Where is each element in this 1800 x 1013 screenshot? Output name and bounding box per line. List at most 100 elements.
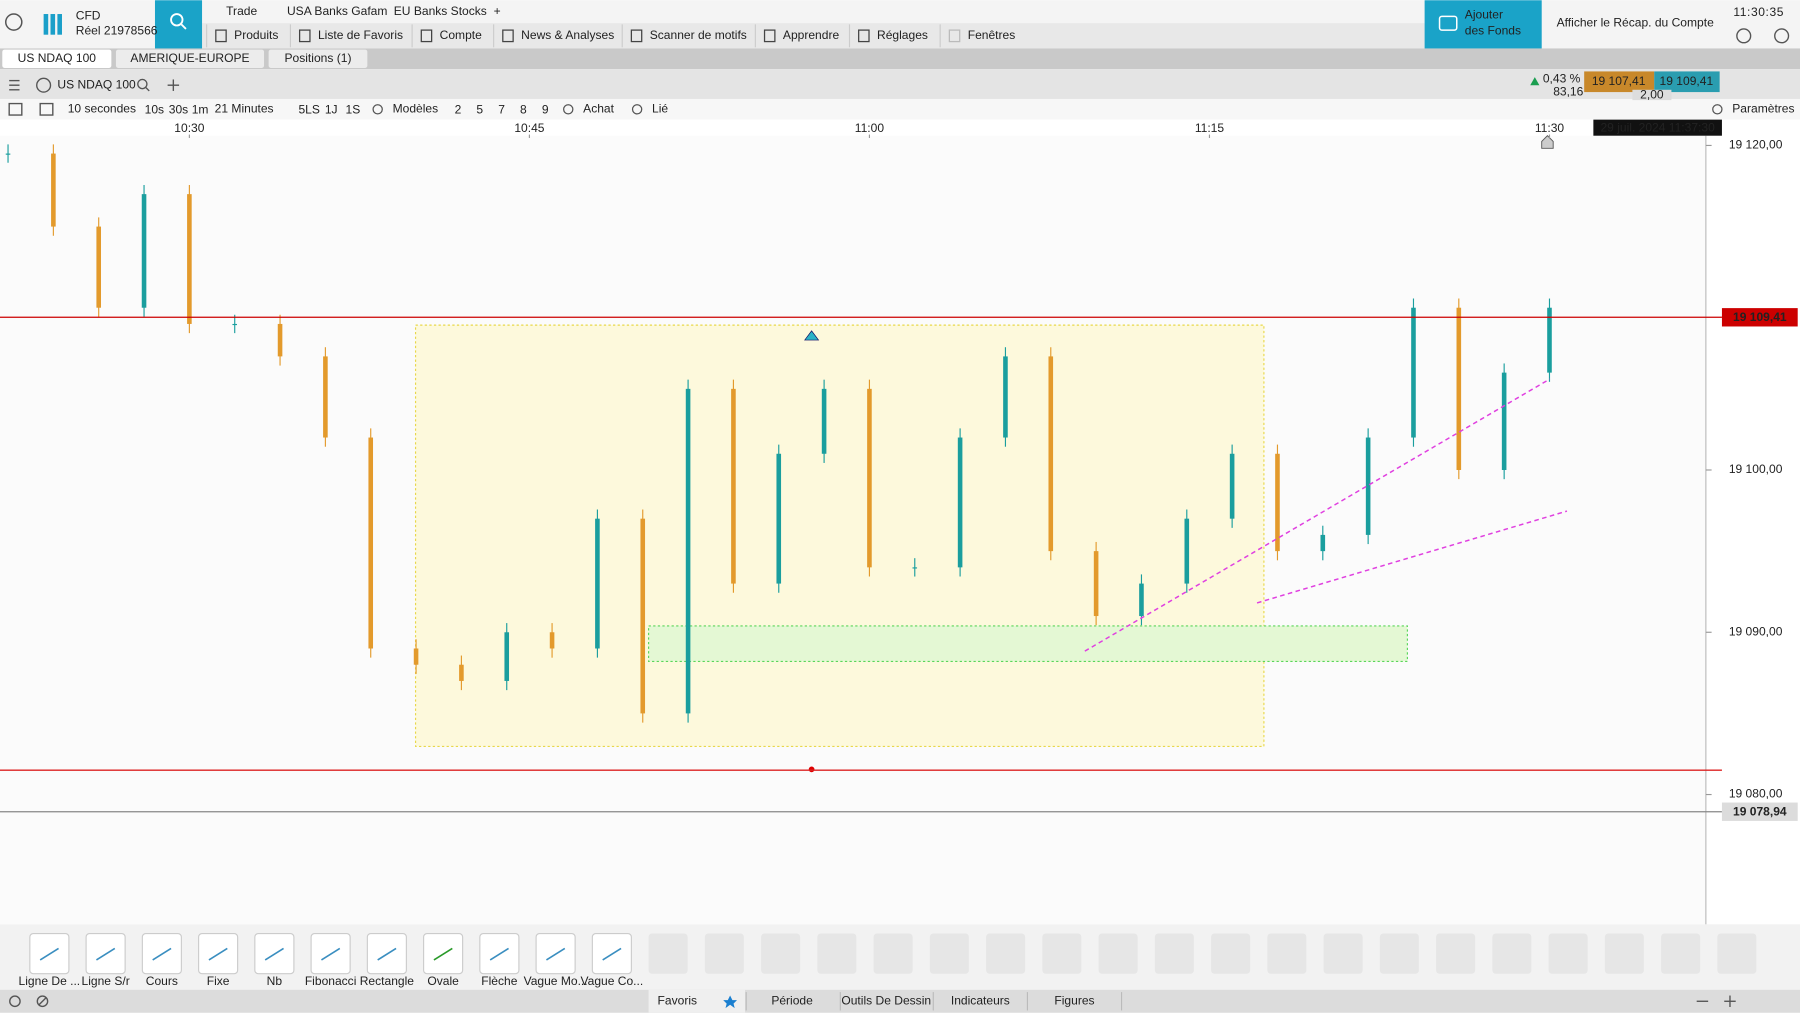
candle-body [1547, 307, 1552, 373]
active-bottom-tab [648, 989, 746, 1013]
bid-box[interactable] [1584, 71, 1655, 93]
marker[interactable] [808, 766, 815, 773]
candle-body [1184, 518, 1190, 584]
candle-body [277, 323, 283, 357]
menu-icon [298, 29, 311, 43]
account-number: Réel 21978566 [76, 23, 158, 37]
settings-icon [1712, 104, 1723, 115]
price-axis [1705, 119, 1800, 925]
tool-label[interactable]: Cours [146, 974, 178, 988]
menu-item[interactable]: News & Analyses [521, 28, 614, 42]
template-slot[interactable]: 8 [520, 103, 527, 117]
add-funds-label[interactable]: des Fonds [1465, 23, 1521, 37]
add-funds-button[interactable] [1424, 0, 1542, 49]
bottom-bar [0, 989, 1800, 1013]
menu-icon [420, 29, 433, 43]
account-summary[interactable]: Afficher le Récap. du Compte [1557, 15, 1714, 29]
tool-icon [208, 947, 228, 961]
bid[interactable]: 19 107,41 [1592, 74, 1646, 88]
window-tab[interactable] [115, 49, 265, 68]
candle-body [1456, 307, 1462, 470]
bottom-tab[interactable]: Outils De Dessin [841, 993, 931, 1007]
candle-body [867, 388, 872, 568]
rectangle-drawing[interactable] [414, 324, 1265, 747]
empty-tool-slot [986, 933, 1026, 974]
range-button[interactable]: 1S [346, 103, 361, 117]
interval-button[interactable]: 1m [192, 103, 209, 117]
tool-label[interactable]: Flèche [481, 974, 517, 988]
menu-item[interactable]: Réglages [877, 28, 928, 42]
template-slot[interactable]: 2 [455, 103, 462, 117]
x-tick-label: 11:00 [855, 121, 885, 135]
range-button[interactable]: 5LS [298, 103, 319, 117]
template-slot[interactable]: 5 [476, 103, 483, 117]
rectangle-drawing[interactable] [648, 625, 1408, 663]
star-icon[interactable] [723, 995, 737, 1009]
settings-button[interactable]: Paramètres [1732, 101, 1794, 115]
user-icon[interactable] [4, 13, 23, 31]
window-tab-label[interactable]: AMERIQUE-EUROPE [130, 51, 249, 65]
linked-button[interactable]: Lié [652, 101, 668, 115]
candle-body [5, 153, 11, 155]
tool-label[interactable]: Ligne De ... [19, 974, 81, 988]
range-select[interactable]: 21 Minutes [215, 101, 274, 115]
templates-button[interactable]: Modèles [393, 101, 439, 115]
empty-tool-slot [1211, 933, 1251, 974]
interval-button[interactable]: 30s [169, 103, 188, 117]
template-slot[interactable]: 9 [542, 103, 549, 117]
tool-label[interactable]: Rectangle [360, 974, 415, 988]
workspace-tab[interactable]: Trade [226, 4, 257, 18]
ask-box[interactable] [1654, 71, 1720, 93]
interval-select[interactable]: 10 secondes [68, 101, 136, 115]
window-tab-label[interactable]: Positions (1) [285, 51, 352, 65]
header-icons [8, 28, 1790, 116]
menu-item[interactable]: Produits [234, 28, 278, 42]
tool-label[interactable]: Vague Co... [580, 974, 643, 988]
window-tab[interactable] [2, 49, 112, 68]
wallet-icon [1438, 15, 1458, 31]
tool-icon [264, 947, 284, 961]
bottom-tab[interactable]: Favoris [658, 993, 698, 1007]
trend-line[interactable] [1256, 510, 1568, 604]
bottom-tab[interactable]: Indicateurs [951, 993, 1010, 1007]
bottom-tab[interactable]: Figures [1054, 993, 1094, 1007]
home-marker[interactable] [1541, 135, 1554, 149]
tool-label[interactable]: Nb [267, 974, 283, 988]
ask[interactable]: 19 109,41 [1660, 74, 1714, 88]
order-button[interactable]: Achat [583, 101, 614, 115]
marker[interactable] [804, 330, 820, 341]
candle-body [413, 648, 419, 665]
menu-item[interactable]: Apprendre [783, 28, 840, 42]
price-label: 19 078,94 [1733, 805, 1787, 819]
clock: 11:30:35 [1733, 5, 1784, 19]
tool-label[interactable]: Vague Mo... [524, 974, 588, 988]
menu-item[interactable]: Fenêtres [968, 28, 1016, 42]
tool-label[interactable]: Fixe [207, 974, 230, 988]
candle-body [821, 388, 827, 454]
tool-label[interactable]: Ovale [427, 974, 459, 988]
tool-icon [546, 947, 566, 961]
workspace-tab[interactable]: EU Banks Stocks [394, 4, 487, 18]
menu-bar [202, 23, 1425, 49]
trend-line[interactable] [1084, 378, 1551, 652]
y-tick-label: 19 120,00 [1729, 138, 1783, 152]
window-tab[interactable] [268, 49, 368, 68]
tool-label[interactable]: Fibonacci [305, 974, 357, 988]
menu-item[interactable]: Liste de Favoris [318, 28, 403, 42]
interval-button[interactable]: 10s [145, 103, 164, 117]
add-funds-label[interactable]: Ajouter [1465, 7, 1503, 21]
menu-item[interactable]: Compte [440, 28, 482, 42]
template-slot[interactable]: 7 [498, 103, 505, 117]
candle-body [141, 194, 147, 308]
tool-label[interactable]: Ligne S/r [82, 974, 130, 988]
candle-body [912, 567, 918, 569]
workspace-tab[interactable]: USA Banks Gafam [287, 4, 387, 18]
range-button[interactable]: 1J [325, 103, 338, 117]
window-tab-bar [0, 48, 1800, 70]
menu-item[interactable]: Scanner de motifs [650, 28, 747, 42]
cursor-label-box [1593, 119, 1722, 136]
order-icon [563, 104, 574, 115]
window-tab-label[interactable]: US NDAQ 100 [18, 51, 97, 65]
bottom-tab[interactable]: Période [771, 993, 813, 1007]
empty-tool-slot [1492, 933, 1532, 974]
